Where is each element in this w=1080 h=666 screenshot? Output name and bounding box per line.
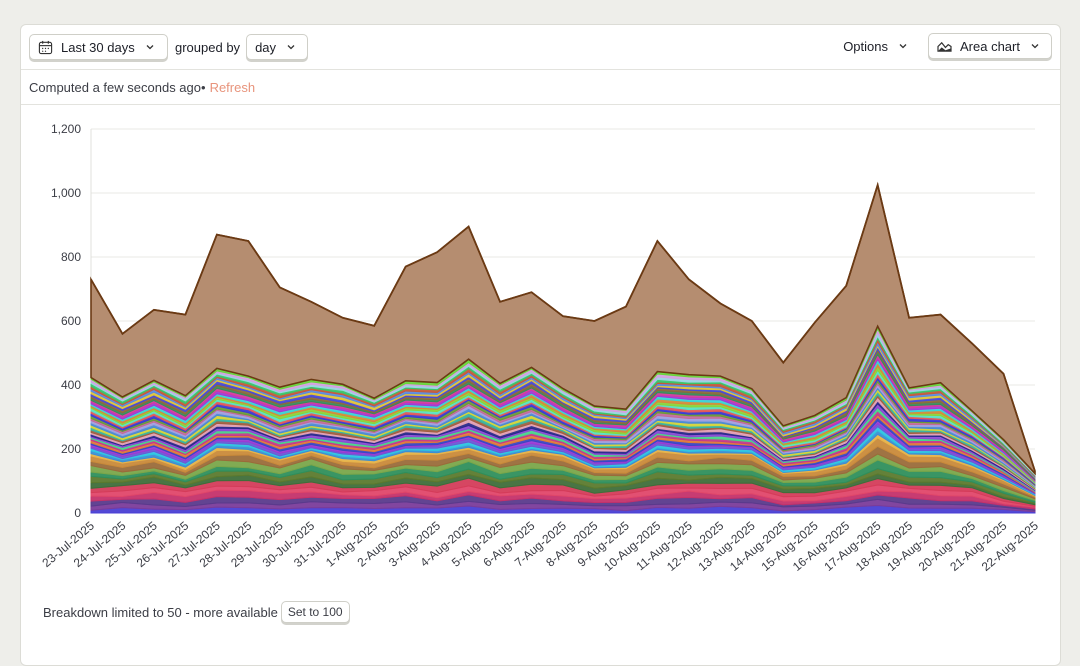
y-tick-label: 200 bbox=[61, 442, 81, 456]
chart-type-label: Area chart bbox=[960, 38, 1020, 54]
options-label: Options bbox=[843, 38, 888, 54]
toolbar: Last 30 days grouped by day Options Area… bbox=[21, 25, 1060, 70]
interval-select[interactable]: day bbox=[246, 34, 309, 60]
area-chart-icon bbox=[937, 41, 952, 52]
set-to-100-label: Set to 100 bbox=[287, 605, 343, 619]
computed-status-bar: Computed a few seconds ago • Refresh bbox=[21, 70, 1060, 105]
y-tick-label: 0 bbox=[74, 506, 81, 520]
chevron-down-icon bbox=[287, 45, 295, 50]
total-line bbox=[90, 181, 1036, 472]
interval-label: day bbox=[255, 39, 277, 55]
grouped-by-text: grouped by bbox=[175, 39, 241, 55]
y-tick-label: 800 bbox=[61, 250, 81, 264]
y-tick-label: 1,000 bbox=[51, 186, 81, 200]
options-button[interactable]: Options bbox=[843, 39, 908, 54]
chart-container: 0 200 400 600 800 1,000 1,200 23-Jul-2025 24-Jul… bbox=[21, 105, 1060, 600]
y-tick-label: 400 bbox=[61, 378, 81, 392]
y-tick-label: 600 bbox=[61, 314, 81, 328]
breakdown-text: Breakdown limited to 50 - more available bbox=[43, 604, 278, 620]
breakdown-footer: Breakdown limited to 50 - more available… bbox=[43, 601, 350, 623]
area-chart: 02004006008001,0001,20023-Jul-202524-Jul… bbox=[39, 122, 1041, 574]
computed-text: Computed a few seconds ago bbox=[29, 79, 201, 95]
insight-card: Last 30 days grouped by day Options Area… bbox=[20, 24, 1061, 666]
chevron-down-icon bbox=[1031, 44, 1039, 49]
date-range-button[interactable]: Last 30 days bbox=[29, 34, 168, 60]
chevron-down-icon bbox=[146, 45, 154, 50]
date-range-label: Last 30 days bbox=[61, 39, 135, 55]
refresh-link[interactable]: Refresh bbox=[209, 79, 256, 95]
separator: • bbox=[201, 79, 206, 95]
y-tick-label: 1,200 bbox=[51, 122, 81, 136]
chart-type-select[interactable]: Area chart bbox=[928, 33, 1052, 59]
calendar-icon bbox=[38, 40, 53, 54]
set-to-100-button[interactable]: Set to 100 bbox=[280, 601, 350, 623]
chevron-down-icon bbox=[899, 44, 907, 49]
